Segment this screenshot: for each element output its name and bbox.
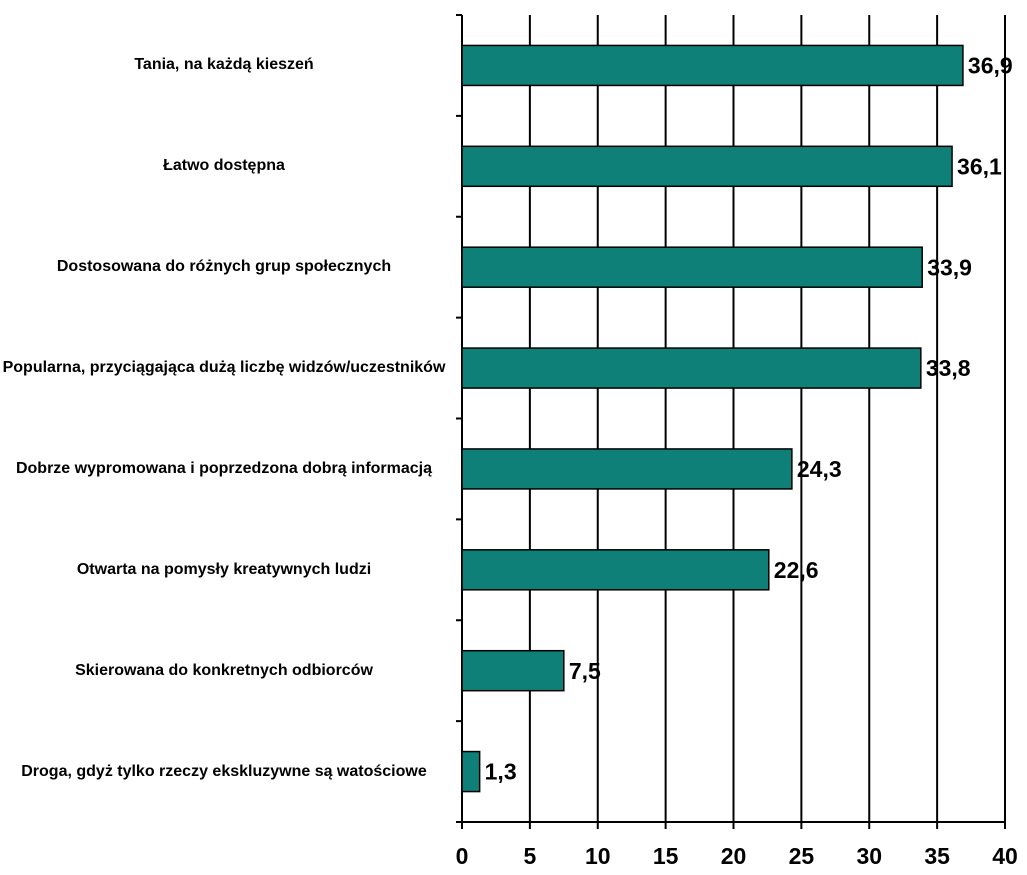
value-label: 1,3: [485, 759, 517, 785]
value-label: 7,5: [569, 658, 601, 684]
bar: [461, 649, 565, 692]
bar: [461, 145, 953, 188]
bar: [461, 246, 923, 288]
x-tick-label: 0: [456, 843, 469, 869]
x-tick-label: 35: [924, 843, 950, 869]
value-label: 36,1: [957, 153, 1002, 179]
x-tick-label: 20: [721, 843, 747, 869]
y-tick-label: Skierowana do konkretnych odbiorców: [75, 661, 373, 679]
value-label: 22,6: [774, 557, 819, 583]
x-tick-label: 40: [992, 843, 1018, 869]
value-label: 36,9: [968, 53, 1013, 79]
x-tick-label: 10: [585, 843, 611, 869]
value-label: 33,9: [927, 254, 972, 280]
value-label: 33,8: [926, 355, 971, 381]
bar: [461, 549, 770, 591]
bar: [461, 448, 793, 490]
x-tick-label: 25: [789, 843, 815, 869]
x-tick-label: 30: [856, 843, 882, 869]
y-tick-label: Dostosowana do różnych grup społecznych: [56, 258, 392, 276]
bar: [461, 750, 481, 793]
y-tick-label: Droga, gdyż tylko rzeczy ekskluzywne są …: [21, 762, 427, 780]
x-tick-label: 15: [653, 843, 679, 869]
y-tick-label: Tania, na każdą kieszeń: [134, 56, 314, 74]
y-tick-label: Dobrze wypromowana i poprzedzona dobrą i…: [15, 459, 433, 477]
value-label: 24,3: [797, 456, 842, 482]
bar: [461, 44, 964, 87]
y-tick-label: Otwarta na pomysły kreatywnych ludzi: [76, 560, 372, 578]
y-tick-label: Łatwo dostępna: [163, 157, 285, 175]
x-tick-label: 5: [523, 843, 536, 869]
y-tick-label: Popularna, przyciągająca dużą liczbę wid…: [2, 359, 446, 377]
bar: [461, 347, 922, 389]
